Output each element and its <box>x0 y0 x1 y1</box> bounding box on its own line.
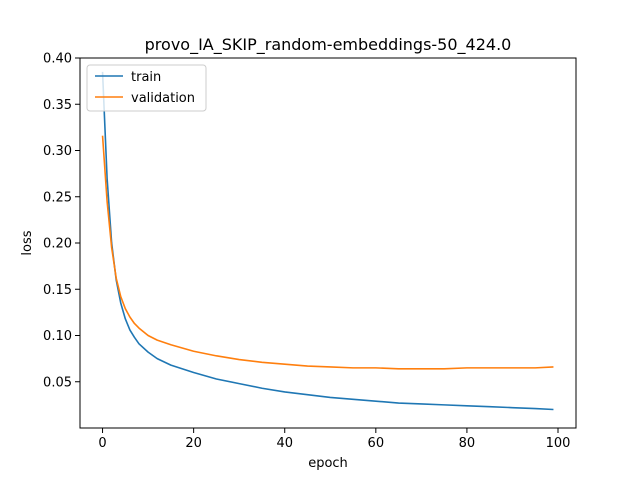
y-tick-label: 0.40 <box>43 52 72 67</box>
y-axis-label: loss <box>20 230 35 255</box>
x-tick-label: 80 <box>459 436 476 451</box>
chart-title: provo_IA_SKIP_random-embeddings-50_424.0 <box>145 35 512 55</box>
x-tick-label: 100 <box>546 436 571 451</box>
y-tick-label: 0.10 <box>43 329 72 344</box>
legend-label-validation: validation <box>131 91 195 106</box>
x-tick-label: 40 <box>276 436 293 451</box>
y-tick-label: 0.05 <box>43 375 72 390</box>
y-tick-label: 0.25 <box>43 190 72 205</box>
x-tick-label: 60 <box>368 436 385 451</box>
x-tick-label: 0 <box>98 436 106 451</box>
series-layer <box>101 71 554 411</box>
y-tick-label: 0.30 <box>43 144 72 159</box>
legend: train validation <box>86 64 207 112</box>
legend-label-train: train <box>131 70 161 85</box>
y-tick-label: 0.15 <box>43 283 72 298</box>
x-tick-label: 20 <box>185 436 202 451</box>
series-line-validation <box>101 135 554 370</box>
y-tick-label: 0.20 <box>43 237 72 252</box>
series-line-train <box>101 71 554 411</box>
x-axis-label: epoch <box>308 456 348 471</box>
y-axis-ticks: 0.05 0.10 0.15 0.20 0.25 0.30 0.35 0.40 <box>43 52 80 390</box>
x-axis-ticks: 0 20 40 60 80 100 <box>98 428 570 451</box>
y-tick-label: 0.35 <box>43 98 72 113</box>
